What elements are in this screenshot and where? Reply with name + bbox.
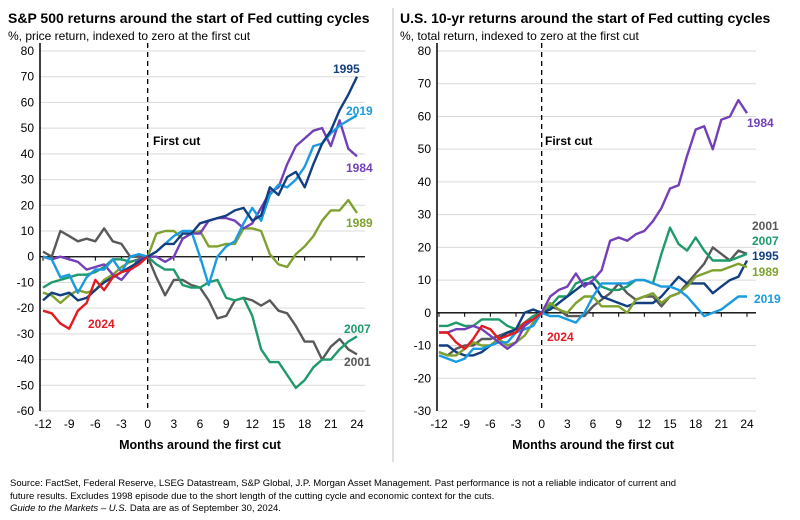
series-label-2024: 2024 <box>88 317 115 331</box>
series-line-2001 <box>438 246 748 357</box>
x-tick-label: 6 <box>197 417 204 431</box>
y-tick-label: 0 <box>424 306 431 320</box>
y-tick-label: 40 <box>418 175 432 189</box>
series-label-1984: 1984 <box>346 161 373 175</box>
x-tick-label: 15 <box>272 417 286 431</box>
y-tick-label: 10 <box>418 273 432 287</box>
footer-asof: Data are as of September 30, 2024. <box>127 503 281 514</box>
series-label-1995: 1995 <box>752 249 779 263</box>
x-tick-label: 0 <box>538 417 545 431</box>
y-tick-label: 60 <box>418 109 432 123</box>
x-tick-label: -6 <box>485 417 496 431</box>
x-tick-label: -12 <box>430 417 448 431</box>
series-label-2001: 2001 <box>344 355 371 369</box>
y-tick-label: -30 <box>17 327 35 341</box>
x-tick-label: 3 <box>564 417 571 431</box>
x-tick-label: 12 <box>638 417 652 431</box>
x-tick-label: -9 <box>459 417 470 431</box>
x-tick-label: 21 <box>324 417 338 431</box>
y-tick-label: -10 <box>414 339 432 353</box>
y-tick-label: 40 <box>21 147 35 161</box>
series-line-1984 <box>439 98 749 350</box>
x-tick-label: 6 <box>590 417 597 431</box>
y-tick-label: 60 <box>21 95 35 109</box>
series-line-2024 <box>439 311 543 350</box>
x-tick-label: 21 <box>715 417 729 431</box>
y-tick-label: -40 <box>17 353 35 367</box>
y-tick-label: 50 <box>418 142 432 156</box>
series-line-2024 <box>42 255 149 330</box>
right-chart-subtitle: %, total return, indexed to zero at the … <box>400 29 639 43</box>
y-tick-label: 50 <box>21 121 35 135</box>
series-label-2024: 2024 <box>547 330 574 344</box>
y-tick-label: -60 <box>17 404 35 418</box>
x-tick-label: -12 <box>34 417 52 431</box>
x-tick-label: 9 <box>223 417 230 431</box>
series-line-1995 <box>42 76 359 302</box>
y-tick-label: 80 <box>21 44 35 58</box>
x-tick-label: -3 <box>116 417 127 431</box>
y-tick-label: 70 <box>21 70 35 84</box>
x-tick-label: 15 <box>663 417 677 431</box>
x-tick-label: 24 <box>350 417 364 431</box>
footer-source: Source: FactSet, Federal Reserve, LSEG D… <box>10 478 677 502</box>
series-line-2007 <box>42 255 358 390</box>
y-tick-label: -20 <box>414 371 432 385</box>
x-axis-label: Months around the first cut <box>119 438 282 452</box>
x-tick-label: 18 <box>689 417 703 431</box>
y-tick-label: 30 <box>418 208 432 222</box>
series-line-2019 <box>42 114 358 294</box>
y-tick-label: 20 <box>418 240 432 254</box>
series-label-2001: 2001 <box>752 219 779 233</box>
footer-guide: Guide to the Markets – U.S. <box>10 503 128 514</box>
first-cut-annotation: First cut <box>153 134 200 148</box>
left-chart-subtitle: %, price return, indexed to zero at the … <box>8 29 251 43</box>
series-label-2007: 2007 <box>752 234 779 248</box>
x-tick-label: 3 <box>170 417 177 431</box>
y-tick-label: 30 <box>21 173 35 187</box>
x-tick-label: -3 <box>511 417 522 431</box>
y-tick-label: -20 <box>17 301 35 315</box>
y-tick-label: -50 <box>17 378 35 392</box>
y-tick-label: -10 <box>17 275 35 289</box>
series-line-2007 <box>439 226 748 331</box>
series-label-1989: 1989 <box>752 265 779 279</box>
series-label-2007: 2007 <box>344 322 371 336</box>
series-label-1995: 1995 <box>333 62 360 76</box>
first-cut-annotation: First cut <box>545 134 592 148</box>
y-tick-label: 80 <box>418 44 432 58</box>
left-chart-title: S&P 500 returns around the start of Fed … <box>8 10 370 26</box>
y-tick-label: 10 <box>21 224 35 238</box>
x-axis-label: Months around the first cut <box>512 438 675 452</box>
x-tick-label: 9 <box>615 417 622 431</box>
y-tick-label: 20 <box>21 198 35 212</box>
series-label-1989: 1989 <box>346 216 373 230</box>
x-tick-label: 18 <box>298 417 312 431</box>
x-tick-label: 24 <box>740 417 754 431</box>
series-label-2019: 2019 <box>754 292 781 306</box>
series-label-2019: 2019 <box>346 104 373 118</box>
x-tick-label: 12 <box>246 417 260 431</box>
y-tick-label: 0 <box>27 250 34 264</box>
x-tick-label: -6 <box>90 417 101 431</box>
x-tick-label: -9 <box>64 417 75 431</box>
footer: Source: FactSet, Federal Reserve, LSEG D… <box>10 478 690 516</box>
right-chart-title: U.S. 10-yr returns around the start of F… <box>400 10 771 26</box>
series-line-2019 <box>438 278 747 364</box>
series-label-1984: 1984 <box>747 116 774 130</box>
y-tick-label: 70 <box>418 77 432 91</box>
x-tick-label: 0 <box>144 417 151 431</box>
series-line-1984 <box>42 119 358 282</box>
y-tick-label: -30 <box>414 404 432 418</box>
